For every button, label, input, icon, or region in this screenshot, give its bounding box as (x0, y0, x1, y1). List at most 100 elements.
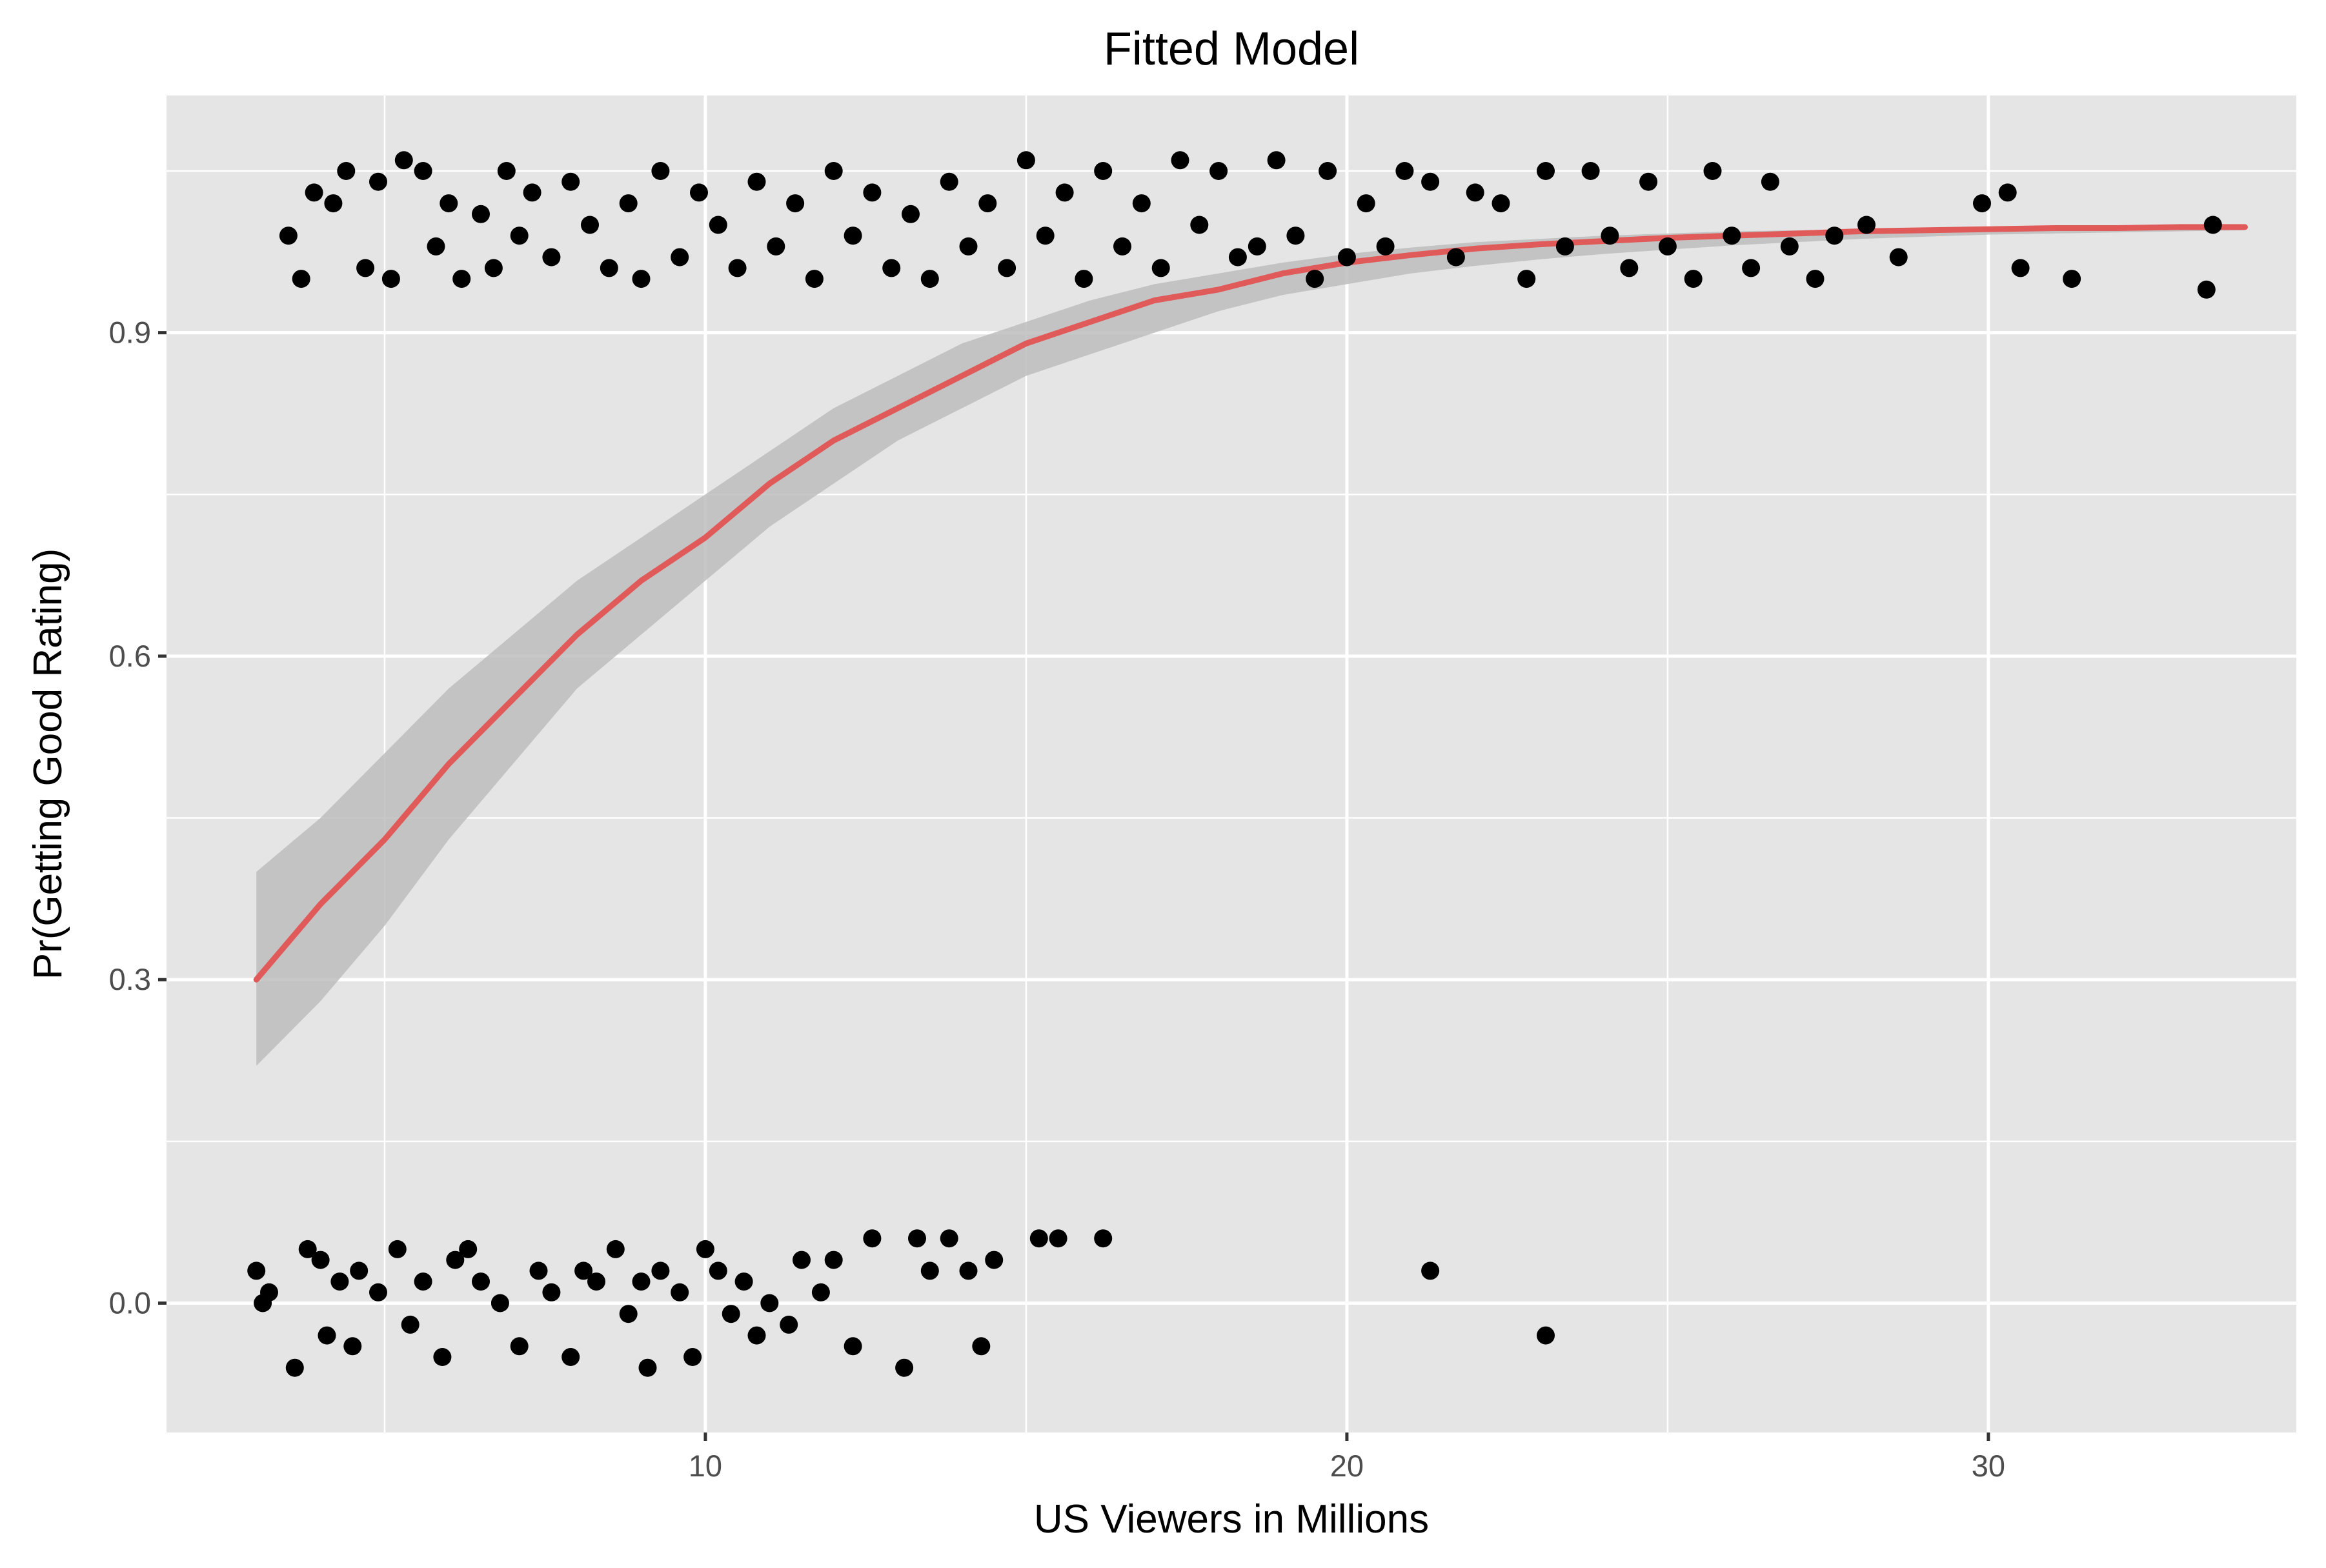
y-tick-label: 0.6 (109, 639, 151, 673)
data-point (356, 259, 375, 277)
data-point (510, 1337, 529, 1356)
data-point (285, 1358, 304, 1377)
data-point (472, 1272, 490, 1291)
data-point (1357, 194, 1375, 213)
data-point (542, 1283, 561, 1302)
data-point (497, 162, 516, 180)
data-point (1049, 1229, 1067, 1248)
data-point (600, 259, 618, 277)
data-point (2011, 259, 2030, 277)
panel-background (167, 95, 2296, 1432)
data-point (1421, 1261, 1440, 1280)
data-point (863, 1229, 882, 1248)
data-point (1780, 237, 1799, 256)
data-point (574, 1261, 593, 1280)
data-point (523, 183, 541, 202)
data-point (1132, 194, 1151, 213)
fitted-curve-line (253, 224, 2248, 983)
data-point (902, 205, 920, 223)
y-tick-label: 0.9 (109, 316, 151, 350)
data-point (722, 1305, 740, 1323)
data-point (908, 1229, 926, 1248)
data-point (671, 248, 689, 266)
data-point (337, 162, 356, 180)
data-point (1703, 162, 1722, 180)
data-point (619, 194, 638, 213)
data-point (940, 172, 958, 191)
data-point (728, 259, 747, 277)
data-point (805, 270, 824, 288)
data-point (324, 194, 343, 213)
data-point (350, 1261, 369, 1280)
data-point (1620, 259, 1639, 277)
data-point (793, 1251, 811, 1269)
data-point (1421, 172, 1440, 191)
data-point (510, 226, 529, 245)
data-point (1113, 237, 1131, 256)
data-point (1723, 226, 1741, 245)
x-tick-label: 20 (1330, 1449, 1364, 1483)
data-point (452, 270, 471, 288)
data-point (651, 1261, 670, 1280)
y-axis-label: Pr(Getting Good Rating) (26, 548, 70, 980)
data-point (279, 226, 298, 245)
data-point (683, 1348, 702, 1366)
data-point (542, 248, 561, 266)
data-point (490, 1294, 509, 1312)
data-point (811, 1283, 830, 1302)
data-point (1267, 151, 1286, 170)
x-axis-label: US Viewers in Millions (1034, 1497, 1429, 1542)
data-point (330, 1272, 349, 1291)
data-point (696, 1240, 714, 1258)
data-point (247, 1261, 266, 1280)
data-point (747, 172, 766, 191)
data-point (1446, 248, 1465, 266)
data-point (401, 1315, 420, 1334)
data-point (561, 1348, 580, 1366)
data-point (318, 1326, 336, 1345)
data-point (1555, 237, 1574, 256)
y-tick-label: 0.3 (109, 962, 151, 996)
data-point (734, 1272, 753, 1291)
chart-title: Fitted Model (1104, 23, 1359, 75)
data-point (369, 1283, 387, 1302)
data-point (1094, 1229, 1113, 1248)
data-point (844, 226, 862, 245)
data-point (1742, 259, 1761, 277)
data-point (1889, 248, 1908, 266)
data-point (824, 162, 843, 180)
data-point (1094, 162, 1113, 180)
data-point (305, 183, 323, 202)
data-point (786, 194, 805, 213)
data-point (606, 1240, 625, 1258)
data-point (1857, 216, 1876, 234)
data-point (440, 194, 458, 213)
data-point (1825, 226, 1844, 245)
data-point (671, 1283, 689, 1302)
data-point (2203, 216, 2222, 234)
data-point (343, 1337, 362, 1356)
data-point (619, 1305, 638, 1323)
data-point (1658, 237, 1677, 256)
data-points (247, 151, 2222, 1377)
data-point (709, 216, 727, 234)
data-point (260, 1283, 278, 1302)
data-point (780, 1315, 798, 1334)
data-point (1016, 151, 1035, 170)
data-point (529, 1261, 548, 1280)
data-point (1537, 162, 1555, 180)
data-point (394, 151, 413, 170)
data-point (1319, 162, 1337, 180)
data-point (1806, 270, 1825, 288)
data-point (959, 237, 978, 256)
data-point (1466, 183, 1484, 202)
data-point (1190, 216, 1209, 234)
data-point (1209, 162, 1228, 180)
data-point (427, 237, 445, 256)
data-point (824, 1251, 843, 1269)
data-point (940, 1229, 958, 1248)
data-point (561, 172, 580, 191)
data-point (709, 1261, 727, 1280)
data-point (1537, 1326, 1555, 1345)
y-axis: 0.0 0.3 0.6 0.9 (109, 316, 167, 1320)
